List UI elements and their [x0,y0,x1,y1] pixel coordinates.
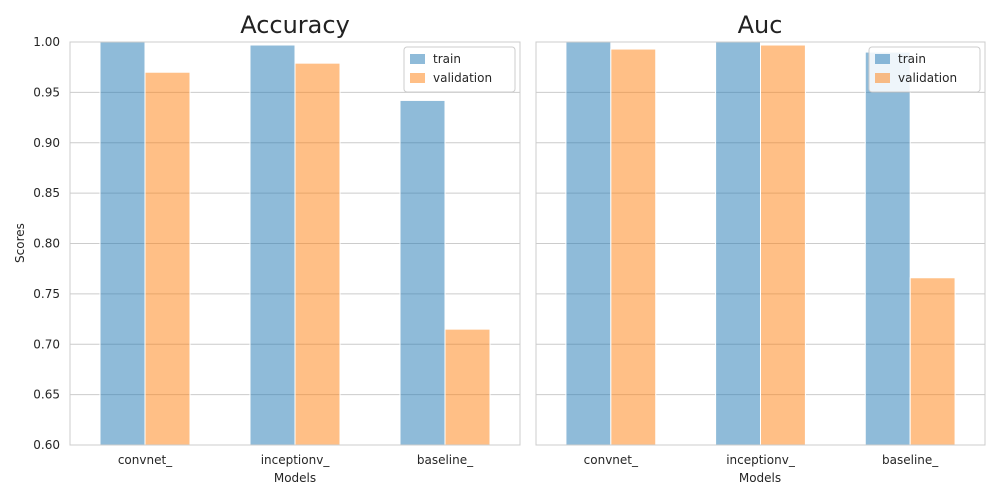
y-tick-label: 0.60 [33,438,60,452]
auc-title: Auc [738,11,783,39]
y-tick-label: 0.95 [33,85,60,99]
legend-box [403,46,516,93]
bar-train-baseline [864,51,911,446]
legend-label-validation: validation [433,71,492,85]
bar-train-convnet [565,41,612,446]
y-tick-label: 0.75 [33,287,60,301]
bar-train-inceptionv [249,44,296,446]
accuracy-bars [99,41,491,446]
accuracy-y-axis-label: Scores [13,223,27,263]
bar-train-convnet [99,41,146,446]
bar-validation-inceptionv [760,44,806,446]
bar-validation-baseline [909,277,956,446]
legend-swatch-train [875,54,890,64]
x-tick-label: inceptionv_ [261,453,331,467]
bar-train-inceptionv [715,41,761,446]
legend-swatch-validation [875,73,890,83]
accuracy-legend: train validation [403,46,516,93]
y-tick-label: 1.00 [33,35,60,49]
legend-swatch-train [410,54,425,64]
x-tick-label: inceptionv_ [726,453,796,467]
auc-axes-frame [535,41,986,446]
legend-box [868,46,981,93]
accuracy-y-ticks: 0.60 0.65 0.70 0.75 0.80 0.85 0.90 0.95 1.00 [33,35,60,452]
auc-panel: Auc convnet_ inceptionv_ baseline_ Models … [535,11,986,485]
y-tick-label: 0.90 [33,136,60,150]
accuracy-title: Accuracy [240,11,350,39]
accuracy-x-ticks: convnet_ inceptionv_ baseline_ [118,453,474,467]
auc-legend: train validation [868,46,981,93]
y-tick-label: 0.80 [33,237,60,251]
auc-bars [565,41,956,446]
accuracy-axes-frame [69,41,521,446]
legend-label-validation: validation [898,71,957,85]
legend-label-train: train [433,52,461,66]
bar-validation-inceptionv [294,62,341,446]
x-tick-label: convnet_ [118,453,173,467]
bar-validation-baseline [444,328,491,446]
x-tick-label: convnet_ [584,453,639,467]
accuracy-x-axis-label: Models [274,471,316,485]
y-tick-label: 0.85 [33,186,60,200]
accuracy-panel: Accuracy 0.60 0.65 0.70 0.75 0.80 0.85 0.90 0.9… [13,11,521,485]
y-tick-label: 0.70 [33,337,60,351]
legend-swatch-validation [410,73,425,83]
auc-x-ticks: convnet_ inceptionv_ baseline_ [584,453,940,467]
bar-validation-convnet [144,71,191,446]
bar-train-baseline [399,99,446,446]
auc-x-axis-label: Models [739,471,781,485]
bar-validation-convnet [610,48,657,446]
x-tick-label: baseline_ [882,453,939,467]
x-tick-label: baseline_ [417,453,474,467]
y-tick-label: 0.65 [33,388,60,402]
legend-label-train: train [898,52,926,66]
